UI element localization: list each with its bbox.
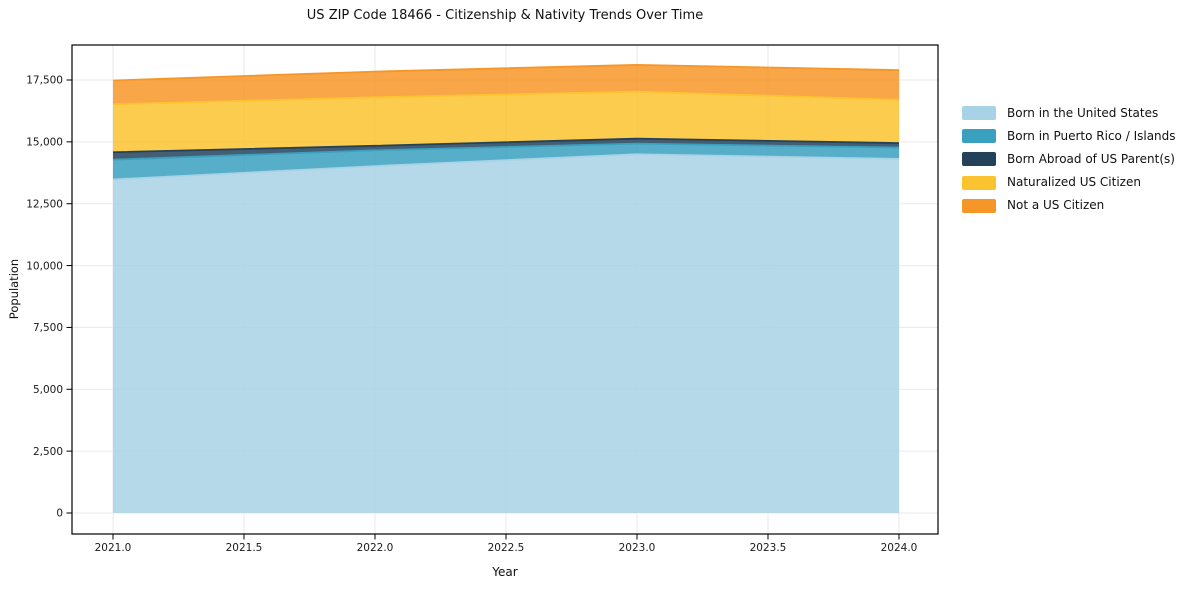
- legend-item-1: Born in Puerto Rico / Islands: [962, 129, 1176, 144]
- y-tick-label: 0: [56, 508, 63, 520]
- legend-swatch: [962, 106, 996, 121]
- legend-item-4: Not a US Citizen: [962, 198, 1176, 213]
- legend-swatch: [962, 175, 996, 190]
- legend-label: Born Abroad of US Parent(s): [1007, 152, 1175, 167]
- y-tick-label: 2,500: [33, 446, 63, 458]
- y-tick-label: 5,000: [33, 384, 63, 396]
- x-axis-label: Year: [492, 565, 518, 579]
- edge-series-4: [112, 64, 900, 82]
- legend-item-0: Born in the United States: [962, 106, 1176, 121]
- chart-title: US ZIP Code 18466 - Citizenship & Nativi…: [306, 8, 704, 23]
- area-series-4: [113, 64, 899, 105]
- x-tick-label: 2024.0: [881, 542, 918, 554]
- y-tick-label: 7,500: [33, 322, 63, 334]
- legend-swatch: [962, 129, 996, 144]
- edge-series-0: [112, 153, 900, 181]
- legend-item-3: Naturalized US Citizen: [962, 175, 1176, 190]
- x-tick-label: 2021.0: [95, 542, 132, 554]
- legend-label: Not a US Citizen: [1007, 198, 1105, 213]
- x-tick-label: 2022.0: [357, 542, 394, 554]
- y-tick-label: 12,500: [26, 198, 63, 210]
- plot-frame: [71, 44, 939, 535]
- legend-label: Naturalized US Citizen: [1007, 175, 1141, 190]
- x-tick-label: 2022.5: [488, 542, 525, 554]
- x-tick-label: 2021.5: [226, 542, 263, 554]
- x-tick-label: 2023.5: [750, 542, 787, 554]
- area-series-1: [113, 143, 899, 180]
- edge-series-3: [112, 90, 900, 106]
- area-series-0: [113, 154, 899, 513]
- legend-label: Born in the United States: [1007, 106, 1159, 120]
- chart-canvas: 0 2,500 5,000 7,500 10,000 12,500 15,000 17,500…: [26, 44, 939, 554]
- area-series-3: [113, 91, 899, 153]
- legend-label: Born in Puerto Rico / Islands: [1007, 129, 1176, 144]
- y-axis-label: Population: [7, 258, 21, 320]
- stacked-areas: [112, 64, 900, 513]
- edge-series-1: [112, 142, 900, 161]
- edge-series-2: [112, 137, 900, 154]
- legend-swatch: [962, 198, 996, 213]
- y-tick-label: 15,000: [26, 137, 63, 149]
- legend-item-2: Born Abroad of US Parent(s): [962, 152, 1176, 167]
- x-tick-label: 2023.0: [619, 542, 656, 554]
- legend: Born in the United States Born in Puerto …: [962, 106, 1176, 221]
- y-tick-label: 10,000: [26, 260, 63, 272]
- legend-swatch: [962, 152, 996, 167]
- axes-ticks: 0 2,500 5,000 7,500 10,000 12,500 15,000 17,500…: [26, 75, 917, 554]
- y-tick-label: 17,500: [26, 75, 63, 87]
